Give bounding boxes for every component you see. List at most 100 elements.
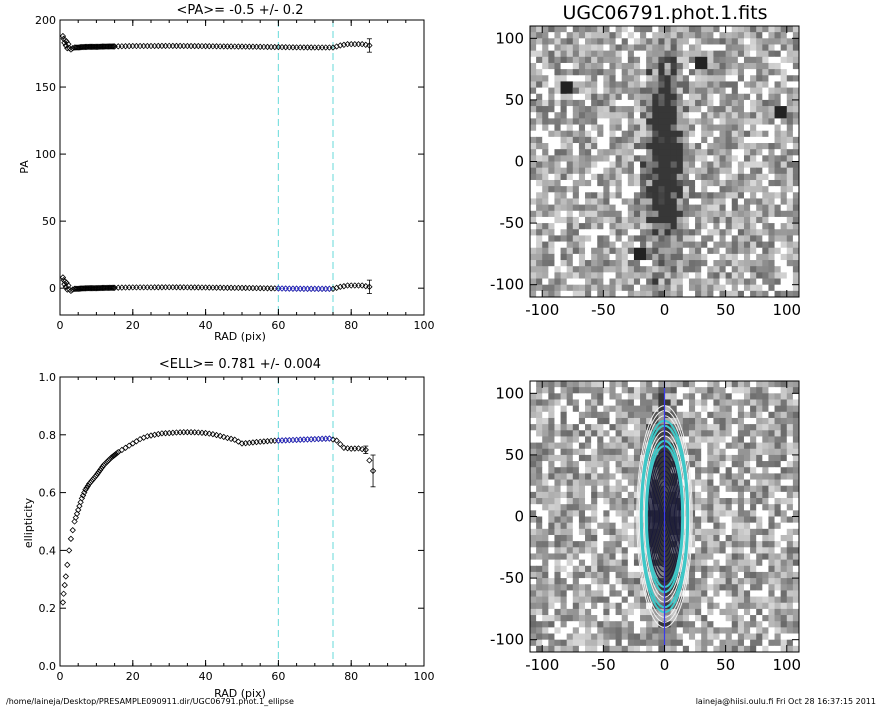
image-pixel bbox=[676, 161, 684, 169]
image-pixel bbox=[725, 149, 733, 156]
image-pixel bbox=[774, 56, 782, 64]
image-pixel bbox=[762, 448, 769, 456]
image-pixel bbox=[627, 633, 635, 641]
image-pixel bbox=[695, 498, 702, 505]
image-pixel bbox=[780, 32, 788, 39]
image-pixel bbox=[542, 179, 549, 187]
image-pixel bbox=[585, 510, 592, 517]
image-pixel bbox=[737, 173, 745, 181]
image-pixel bbox=[695, 112, 702, 119]
image-pixel bbox=[774, 461, 782, 468]
image-pixel bbox=[627, 491, 635, 499]
image-pixel bbox=[578, 534, 586, 542]
data-point bbox=[286, 285, 293, 292]
image-pixel bbox=[530, 448, 537, 456]
image-pixel bbox=[603, 491, 610, 499]
image-pixel bbox=[591, 547, 598, 554]
image-pixel bbox=[750, 565, 757, 573]
data-point bbox=[246, 43, 253, 50]
image-pixel bbox=[560, 167, 568, 175]
image-pixel bbox=[597, 260, 604, 267]
image-pixel bbox=[609, 290, 617, 298]
image-pixel bbox=[603, 528, 610, 536]
image-pixel bbox=[682, 578, 690, 585]
image-pixel bbox=[792, 260, 800, 267]
data-point bbox=[289, 436, 297, 444]
image-pixel bbox=[688, 106, 696, 113]
image-pixel bbox=[762, 571, 769, 579]
image-pixel bbox=[756, 578, 763, 585]
image-pixel bbox=[536, 516, 543, 524]
image-pixel bbox=[707, 424, 714, 431]
image-pixel bbox=[578, 541, 586, 548]
image-pixel bbox=[542, 56, 549, 64]
ell-ylabel: ellipticity bbox=[22, 497, 35, 548]
image-pixel bbox=[542, 124, 549, 132]
image-pixel bbox=[780, 442, 788, 450]
image-pixel bbox=[786, 442, 794, 450]
image-pixel bbox=[542, 278, 549, 286]
image-pixel bbox=[786, 491, 794, 499]
data-point bbox=[311, 435, 318, 443]
image-pixel bbox=[572, 81, 580, 89]
image-pixel bbox=[780, 87, 788, 95]
image-pixel bbox=[786, 155, 794, 162]
image-pixel bbox=[560, 223, 568, 230]
data-point bbox=[271, 437, 278, 444]
image-pixel bbox=[731, 272, 739, 280]
image-pixel bbox=[756, 399, 763, 407]
image-pixel bbox=[786, 528, 794, 536]
image-pixel bbox=[554, 62, 562, 70]
image-pixel bbox=[658, 639, 665, 647]
image-pixel bbox=[768, 155, 776, 162]
image-pixel bbox=[591, 565, 598, 573]
image-pixel bbox=[695, 615, 702, 622]
image-pixel bbox=[762, 290, 769, 298]
image-pixel bbox=[554, 584, 562, 591]
image-pixel bbox=[578, 590, 586, 598]
image-pixel bbox=[566, 608, 574, 616]
image-pixel bbox=[633, 69, 641, 76]
data-point bbox=[151, 431, 158, 438]
image-pixel bbox=[719, 266, 727, 273]
image-pixel bbox=[756, 417, 763, 425]
image-pixel bbox=[792, 534, 800, 542]
image-pixel bbox=[780, 179, 788, 187]
image-pixel bbox=[621, 596, 629, 604]
image-pixel bbox=[762, 417, 769, 425]
image-pixel bbox=[615, 467, 623, 474]
image-pixel bbox=[670, 290, 678, 298]
image-pixel bbox=[591, 584, 598, 591]
image-pixel bbox=[536, 38, 543, 45]
image-pixel bbox=[786, 229, 794, 236]
image-pixel bbox=[786, 602, 794, 610]
image-pixel bbox=[548, 596, 555, 604]
image-pixel bbox=[572, 516, 580, 524]
image-pixel bbox=[542, 167, 549, 175]
image-pixel bbox=[725, 596, 733, 604]
image-pixel bbox=[774, 516, 782, 524]
image-pixel bbox=[627, 93, 635, 101]
image-pixel bbox=[695, 186, 702, 193]
image-pixel bbox=[627, 424, 635, 431]
image-pixel bbox=[725, 565, 733, 573]
image-pixel bbox=[774, 186, 782, 193]
image-pixel bbox=[731, 44, 739, 52]
image-pixel bbox=[572, 590, 580, 598]
image-pixel bbox=[578, 571, 586, 579]
image-pixel bbox=[627, 584, 635, 591]
image-pixel bbox=[548, 99, 555, 107]
image-pixel bbox=[566, 161, 574, 169]
image-pixel bbox=[627, 62, 635, 70]
image-pixel bbox=[707, 260, 714, 267]
image-pixel bbox=[609, 621, 617, 628]
image-pixel bbox=[792, 522, 800, 530]
image-pixel bbox=[731, 565, 739, 573]
image-pixel bbox=[768, 405, 776, 413]
image-pixel bbox=[609, 571, 617, 579]
image-pixel bbox=[713, 639, 721, 647]
image-pixel bbox=[646, 149, 653, 156]
star-spot bbox=[633, 247, 647, 261]
image-pixel bbox=[713, 479, 721, 487]
image-pixel bbox=[682, 615, 690, 622]
